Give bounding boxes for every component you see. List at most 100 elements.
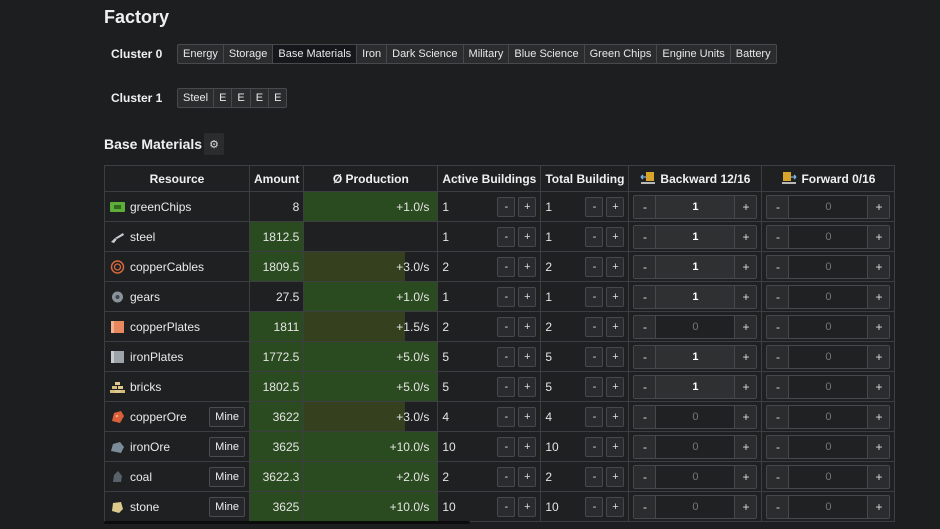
tab-engine-units[interactable]: Engine Units [657,44,731,64]
forward-input[interactable] [789,435,868,458]
backward-decrement-button[interactable]: - [634,375,657,398]
forward-decrement-button[interactable]: - [767,405,790,428]
forward-decrement-button[interactable]: - [767,315,790,338]
backward-input[interactable] [656,405,735,428]
horizontal-scrollbar[interactable] [104,521,470,524]
forward-input[interactable] [789,285,868,308]
forward-input[interactable] [789,345,868,368]
forward-decrement-button[interactable]: - [767,255,790,278]
backward-input[interactable] [656,195,735,218]
total-increment-button[interactable]: + [606,256,625,277]
forward-decrement-button[interactable]: - [767,435,790,458]
total-increment-button[interactable]: + [606,196,625,217]
backward-decrement-button[interactable]: - [634,435,657,458]
total-increment-button[interactable]: + [606,466,625,487]
backward-decrement-button[interactable]: - [634,465,657,488]
backward-increment-button[interactable]: + [734,405,757,428]
total-decrement-button[interactable]: - [585,346,604,367]
active-increment-button[interactable]: + [518,376,537,397]
backward-decrement-button[interactable]: - [634,405,657,428]
total-decrement-button[interactable]: - [585,436,604,457]
forward-input[interactable] [789,225,868,248]
mine-button[interactable]: Mine [209,496,245,517]
forward-input[interactable] [789,255,868,278]
forward-decrement-button[interactable]: - [767,495,790,518]
backward-decrement-button[interactable]: - [634,195,657,218]
active-increment-button[interactable]: + [518,286,537,307]
backward-increment-button[interactable]: + [734,495,757,518]
total-decrement-button[interactable]: - [585,496,604,517]
total-decrement-button[interactable]: - [585,286,604,307]
total-increment-button[interactable]: + [606,286,625,307]
total-increment-button[interactable]: + [606,406,625,427]
forward-increment-button[interactable]: + [867,435,890,458]
forward-increment-button[interactable]: + [867,285,890,308]
backward-decrement-button[interactable]: - [634,345,657,368]
active-increment-button[interactable]: + [518,196,537,217]
active-increment-button[interactable]: + [518,406,537,427]
active-decrement-button[interactable]: - [497,406,516,427]
tab-steel[interactable]: Steel [177,88,215,108]
tab-military[interactable]: Military [463,44,510,64]
active-decrement-button[interactable]: - [497,496,516,517]
active-increment-button[interactable]: + [518,496,537,517]
active-decrement-button[interactable]: - [497,436,516,457]
active-decrement-button[interactable]: - [497,316,516,337]
tab-e[interactable]: E [269,88,288,108]
backward-increment-button[interactable]: + [734,435,757,458]
total-decrement-button[interactable]: - [585,466,604,487]
forward-increment-button[interactable]: + [867,495,890,518]
total-increment-button[interactable]: + [606,346,625,367]
active-decrement-button[interactable]: - [497,226,516,247]
section-settings-button[interactable]: ⚙ [204,133,225,155]
total-increment-button[interactable]: + [606,376,625,397]
forward-input[interactable] [789,315,868,338]
tab-e[interactable]: E [214,88,233,108]
forward-input[interactable] [789,405,868,428]
tab-e[interactable]: E [250,88,270,108]
tab-base-materials[interactable]: Base Materials [273,44,358,64]
forward-decrement-button[interactable]: - [767,225,790,248]
active-decrement-button[interactable]: - [497,466,516,487]
forward-input[interactable] [789,375,868,398]
active-decrement-button[interactable]: - [497,376,516,397]
total-increment-button[interactable]: + [606,226,625,247]
forward-decrement-button[interactable]: - [767,375,790,398]
active-decrement-button[interactable]: - [497,256,516,277]
tab-energy[interactable]: Energy [177,44,224,64]
backward-increment-button[interactable]: + [734,285,757,308]
backward-increment-button[interactable]: + [734,225,757,248]
forward-input[interactable] [789,495,868,518]
forward-decrement-button[interactable]: - [767,195,790,218]
active-increment-button[interactable]: + [518,436,537,457]
backward-input[interactable] [656,465,735,488]
backward-decrement-button[interactable]: - [634,285,657,308]
mine-button[interactable]: Mine [209,406,245,427]
total-decrement-button[interactable]: - [585,226,604,247]
backward-decrement-button[interactable]: - [634,255,657,278]
tab-blue-science[interactable]: Blue Science [509,44,585,64]
backward-decrement-button[interactable]: - [634,315,657,338]
total-increment-button[interactable]: + [606,496,625,517]
active-decrement-button[interactable]: - [497,196,516,217]
backward-decrement-button[interactable]: - [634,495,657,518]
backward-input[interactable] [656,255,735,278]
backward-input[interactable] [656,285,735,308]
backward-decrement-button[interactable]: - [634,225,657,248]
tab-battery[interactable]: Battery [730,44,777,64]
total-decrement-button[interactable]: - [585,256,604,277]
tab-storage[interactable]: Storage [223,44,274,64]
backward-increment-button[interactable]: + [734,255,757,278]
forward-decrement-button[interactable]: - [767,345,790,368]
total-increment-button[interactable]: + [606,436,625,457]
backward-input[interactable] [656,315,735,338]
total-decrement-button[interactable]: - [585,376,604,397]
forward-increment-button[interactable]: + [867,195,890,218]
active-increment-button[interactable]: + [518,316,537,337]
tab-dark-science[interactable]: Dark Science [387,44,464,64]
forward-decrement-button[interactable]: - [767,285,790,308]
forward-increment-button[interactable]: + [867,315,890,338]
active-increment-button[interactable]: + [518,226,537,247]
forward-increment-button[interactable]: + [867,345,890,368]
forward-input[interactable] [789,465,868,488]
